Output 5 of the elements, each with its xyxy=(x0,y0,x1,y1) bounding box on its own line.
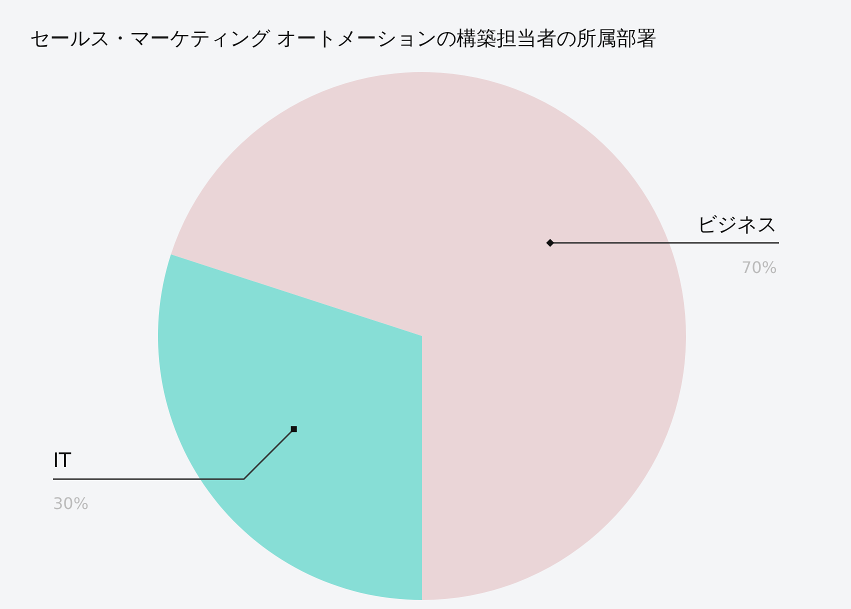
slice-label: ビジネス xyxy=(697,212,777,236)
slice-label: IT xyxy=(53,448,72,472)
data-label: 30% xyxy=(53,494,89,514)
title: セールス・マーケティング オートメーションの構築担当者の所属部署 xyxy=(30,26,656,50)
data-label: 70% xyxy=(741,258,777,277)
